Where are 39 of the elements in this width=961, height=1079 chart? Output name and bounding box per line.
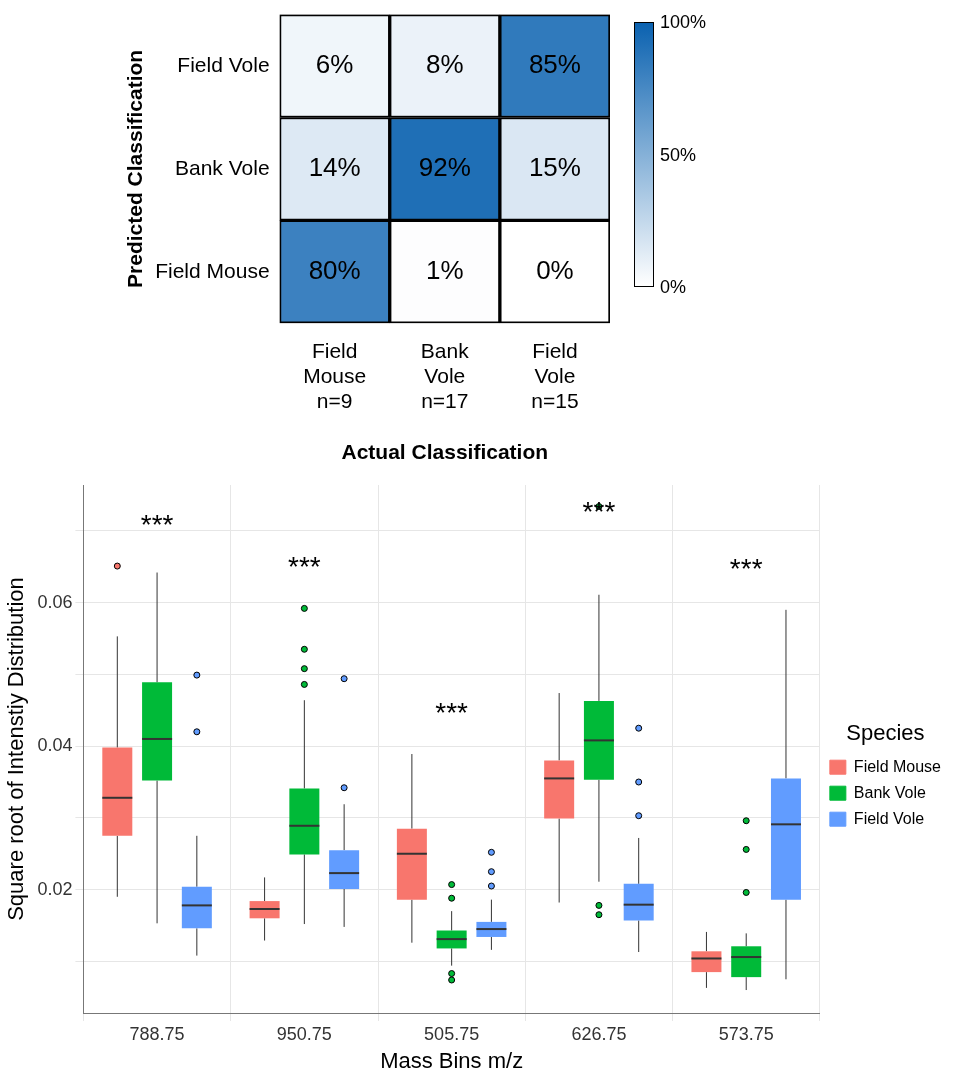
legend-label: Bank Vole — [853, 783, 927, 801]
x-tick-label: Field Mouse n=9 — [303, 338, 367, 412]
annotation: *** — [582, 495, 616, 527]
x-tick-label: 788.75 — [129, 1023, 185, 1044]
x-tick-label: Field Vole n=15 — [531, 338, 579, 412]
data-label: 8% — [426, 49, 464, 80]
y-tick-label: 0.04 — [37, 735, 73, 756]
y-tick-label: Bank Vole — [175, 155, 270, 179]
x-tick-label: 626.75 — [571, 1023, 627, 1044]
color-bar-label: 100% — [660, 11, 707, 33]
y-axis-title: Predicted Classification — [123, 49, 147, 288]
data-label: 92% — [418, 152, 471, 183]
color-bar-label: 0% — [660, 276, 687, 298]
annotation: *** — [140, 508, 174, 540]
x-tick-label: 505.75 — [424, 1023, 480, 1044]
data-label: 85% — [528, 49, 581, 80]
y-tick-label: 0.02 — [37, 878, 73, 899]
annotation: *** — [729, 552, 763, 584]
annotation: *** — [288, 551, 321, 583]
legend-label: Field Vole — [853, 809, 925, 827]
y-axis-title: Square root of Intenstiy Distribution — [3, 577, 29, 921]
data-label: 14% — [308, 152, 361, 183]
data-label: 80% — [308, 254, 361, 285]
y-tick-label: 0.06 — [37, 591, 73, 612]
x-tick-label: 573.75 — [718, 1023, 774, 1044]
legend-label: Field Mouse — [853, 757, 942, 775]
y-tick-label: Field Mouse — [155, 258, 270, 282]
x-tick-label: Bank Vole n=17 — [420, 338, 470, 412]
x-tick-label: 950.75 — [276, 1023, 332, 1044]
x-axis-title: Mass Bins m/z — [380, 1047, 524, 1073]
annotation: *** — [435, 696, 469, 728]
data-label: 1% — [426, 254, 464, 285]
data-label: 15% — [528, 152, 581, 183]
data-label: 0% — [536, 254, 574, 285]
data-label: 6% — [315, 49, 354, 80]
x-axis-title: Actual Classification — [341, 440, 549, 464]
color-bar-label: 50% — [660, 144, 697, 165]
y-tick-label: Field Vole — [177, 52, 270, 76]
legend-title: Species — [846, 719, 925, 745]
